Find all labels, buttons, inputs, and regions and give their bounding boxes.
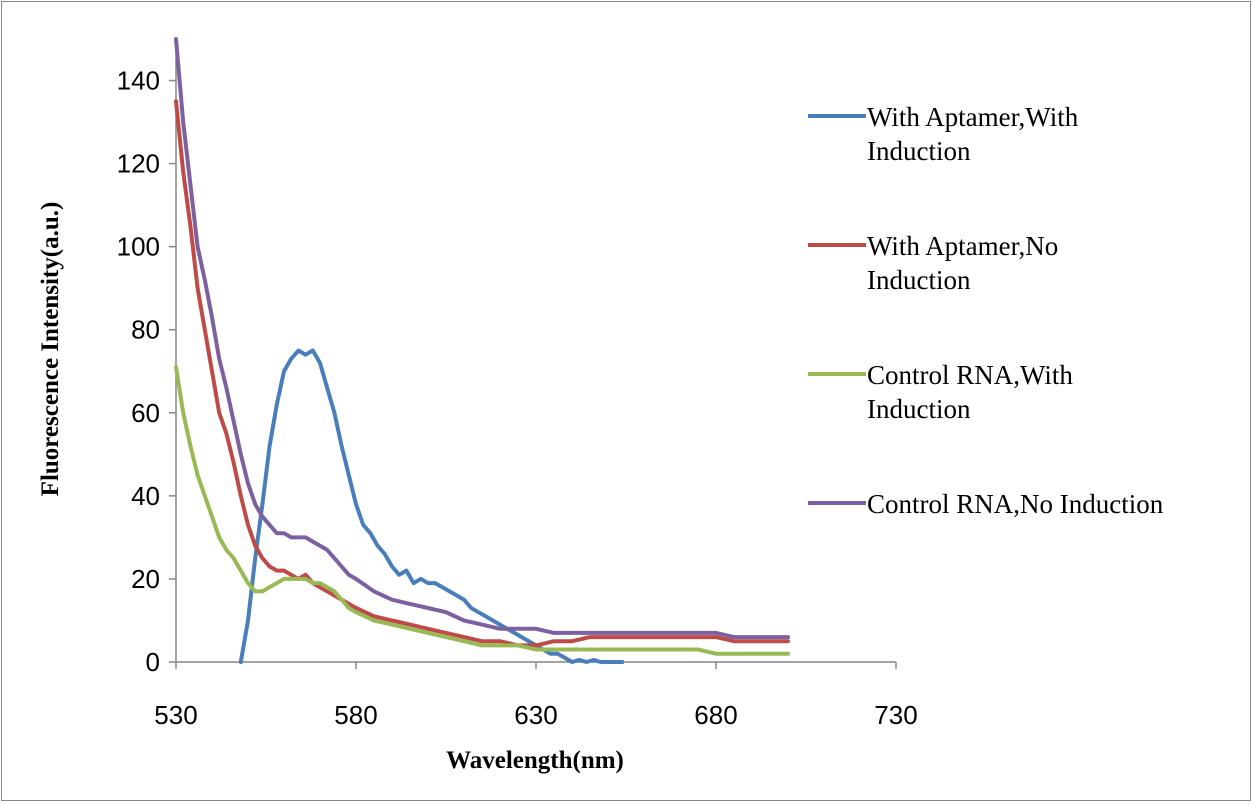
- x-tick-label: 530: [154, 700, 197, 730]
- x-tick-label: 730: [874, 700, 917, 730]
- y-tick-label: 120: [117, 149, 160, 179]
- y-tick-label: 140: [117, 66, 160, 96]
- legend-label-1-line2: Induction: [867, 136, 971, 166]
- legend-label-4: Control RNA,No Induction: [867, 489, 1164, 519]
- series-line-2: [174, 99, 790, 648]
- legend-label-2-line2: Induction: [867, 265, 971, 295]
- y-tick-label: 40: [131, 481, 160, 511]
- series-line-1: [238, 348, 625, 664]
- series-line-3: [174, 365, 790, 656]
- y-tick-label: 80: [131, 315, 160, 345]
- legend-label-3-line2: Induction: [867, 394, 971, 424]
- y-tick-label: 100: [117, 232, 160, 262]
- legend: With Aptamer,With Induction With Aptamer,N…: [808, 102, 1164, 519]
- x-tick-label: 580: [334, 700, 377, 730]
- y-tick-label: 20: [131, 564, 160, 594]
- legend-label-2: With Aptamer,No: [867, 231, 1058, 261]
- y-tick-label: 60: [131, 398, 160, 428]
- series-layer: [174, 37, 790, 664]
- x-tick-label: 680: [694, 700, 737, 730]
- series-line-4: [174, 37, 790, 640]
- y-tick-label: 0: [146, 647, 160, 677]
- x-tick-label: 630: [514, 700, 557, 730]
- x-axis-title: Wavelength(nm): [446, 747, 624, 774]
- legend-label-1: With Aptamer,With: [867, 102, 1079, 132]
- legend-label-3: Control RNA,With: [867, 360, 1073, 390]
- axes: 0 20 40 60 80 100 120 140 530 580 630 680 730: [117, 39, 918, 730]
- y-axis-title: Fluorescence Intensity(a.u.): [37, 202, 64, 497]
